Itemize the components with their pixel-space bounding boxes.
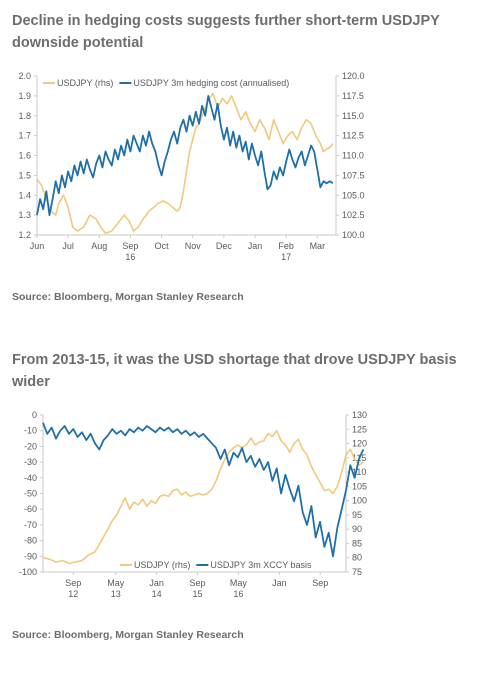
c1-left-tick-label: 1.2	[18, 230, 31, 240]
c2-left-tick-label: -80	[24, 536, 37, 546]
c2-x-year-label: 12	[68, 589, 78, 599]
c2-x-year-label: 16	[233, 589, 243, 599]
chart1-legend: USDJPY (rhs) USDJPY 3m hedging cost (annu…	[43, 78, 289, 88]
c2-right-tick-label: 110	[352, 467, 366, 477]
c2-right-tick-label: 95	[352, 510, 362, 520]
c2-x-year-label: 15	[193, 589, 203, 599]
c2-left-tick-label: -30	[24, 457, 37, 467]
c1-left-tick-label: 2.0	[18, 71, 31, 81]
c2-series-basis-line	[42, 422, 365, 558]
chart2-legend: USDJPY (rhs) USDJPY 3m XCCY basis	[120, 560, 312, 570]
c2-left-tick-label: -100	[19, 567, 37, 577]
c1-right-tick-label: 120.0	[342, 71, 365, 81]
c2-right-tick-label: 85	[352, 538, 362, 548]
c2-left-tick-label: -70	[24, 520, 37, 530]
c1-x-tick-label: Jul	[62, 241, 74, 251]
c2-left-tick-label: -40	[24, 473, 37, 483]
c2-right-tick-label: 120	[352, 439, 367, 449]
c2-right-tick-label: 130	[352, 410, 367, 420]
c1-x-tick-label: Jan	[248, 241, 263, 251]
c2-x-tick-label: Sep	[312, 578, 328, 588]
c2-left-tick-label: -10	[24, 426, 37, 436]
c1-x-tick-label: Sep	[122, 241, 138, 251]
c1-left-tick-label: 1.4	[18, 190, 31, 200]
chart1-title: Decline in hedging costs suggests furthe…	[12, 13, 440, 51]
c2-x-year-label: 13	[111, 589, 121, 599]
c1-legend-label-1: USDJPY 3m hedging cost (annualised)	[133, 78, 289, 88]
c2-x-tick-label: Sep	[65, 578, 81, 588]
c1-x-tick-label: Nov	[185, 241, 202, 251]
c1-left-tick-label: 1.7	[18, 131, 31, 141]
c2-legend-label-0: USDJPY (rhs)	[134, 560, 190, 570]
c1-series-usdjpy-line	[36, 92, 334, 235]
c1-x-year-label: 16	[125, 252, 135, 262]
c1-right-tick-label: 110.0	[342, 151, 364, 161]
c2-series-usdjpy-line	[42, 429, 364, 565]
c1-x-year-label: 17	[281, 252, 291, 262]
c1-right-tick-label: 115.0	[342, 111, 364, 121]
c2-left-tick-label: 0	[32, 410, 37, 420]
c2-left-tick-label: -50	[24, 489, 37, 499]
c1-x-tick-label: Feb	[278, 241, 294, 251]
c2-left-tick-label: -60	[24, 504, 37, 514]
c2-x-tick-label: May	[107, 578, 125, 588]
c1-left-tick-label: 1.8	[18, 111, 31, 121]
c2-x-tick-label: May	[230, 578, 248, 588]
c1-right-tick-label: 105.0	[342, 190, 365, 200]
c1-x-tick-label: Jun	[30, 241, 45, 251]
chart1-source: Source: Bloomberg, Morgan Stanley Resear…	[12, 291, 244, 303]
c2-x-year-label: 14	[152, 589, 162, 599]
c2-x-tick-label: Jan	[272, 578, 287, 588]
c1-series-basis-line	[36, 95, 334, 216]
c1-right-tick-label: 117.5	[342, 91, 364, 101]
chart2-title: From 2013-15, it was the USD shortage th…	[12, 352, 457, 390]
chart1-svg: 2.0 1.9 1.8 1.7 1.6 1.5 1.4 1.3 1.2 120.0 117.5 11…	[18, 71, 365, 262]
c2-right-tick-label: 75	[352, 567, 362, 577]
chart1-x-axis-ticks: Jun Jul Aug Sep Oct Nov Dec Jan Feb Mar 16 17	[30, 235, 325, 262]
c1-right-tick-label: 112.5	[342, 131, 364, 141]
chart2-left-axis-ticks: 0 -10 -20 -30 -40 -50 -60 -70 -80 -90 -100	[19, 410, 43, 577]
c1-left-tick-label: 1.6	[18, 151, 31, 161]
c1-left-tick-label: 1.3	[18, 210, 31, 220]
c2-right-tick-label: 90	[352, 524, 362, 534]
c1-right-tick-label: 102.5	[342, 210, 365, 220]
c2-right-tick-label: 100	[352, 496, 367, 506]
c1-legend-label-0: USDJPY (rhs)	[57, 78, 113, 88]
chart2-source: Source: Bloomberg, Morgan Stanley Resear…	[12, 629, 244, 641]
c2-left-tick-label: -90	[24, 551, 37, 561]
chart1-right-axis-ticks: 120.0 117.5 115.0 112.5 110.0 107.5 105.0 102.5…	[336, 71, 365, 240]
chart1-left-axis-ticks: 2.0 1.9 1.8 1.7 1.6 1.5 1.4 1.3 1.2	[18, 71, 37, 240]
c1-left-tick-label: 1.5	[18, 170, 31, 180]
c2-left-tick-label: -20	[24, 441, 37, 451]
c1-x-tick-label: Aug	[91, 241, 107, 251]
c2-x-tick-label: Sep	[190, 578, 206, 588]
c2-right-tick-label: 80	[352, 553, 362, 563]
chart2-svg: 0 -10 -20 -30 -40 -50 -60 -70 -80 -90 -100 130 125 1…	[19, 410, 367, 599]
c1-x-tick-label: Mar	[310, 241, 326, 251]
c2-right-tick-label: 125	[352, 424, 367, 434]
c1-x-tick-label: Oct	[155, 241, 170, 251]
chart2-series-lines	[42, 422, 365, 565]
c2-right-tick-label: 105	[352, 481, 367, 491]
c1-right-tick-label: 100.0	[342, 230, 365, 240]
c1-right-tick-label: 107.5	[342, 170, 365, 180]
chart1-series-lines	[36, 92, 334, 235]
c1-x-tick-label: Dec	[216, 241, 233, 251]
c2-x-tick-label: Jan	[149, 578, 164, 588]
c1-left-tick-label: 1.9	[18, 91, 31, 101]
c2-legend-label-1: USDJPY 3m XCCY basis	[210, 560, 312, 570]
